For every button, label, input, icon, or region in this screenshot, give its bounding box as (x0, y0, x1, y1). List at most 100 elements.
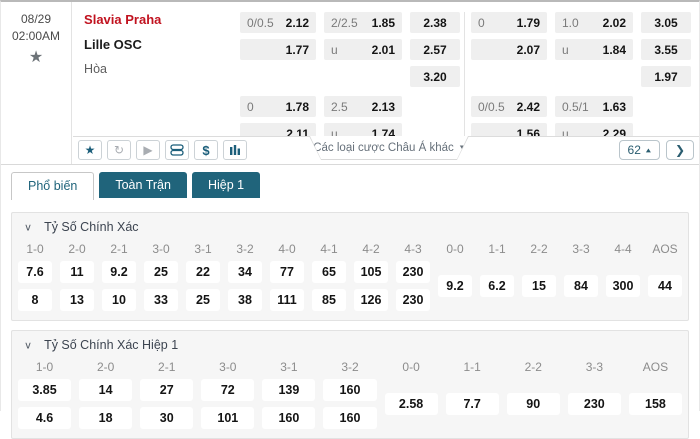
score-odds-cell[interactable]: 9.2 (102, 261, 136, 283)
odds-cell[interactable]: u 1.84 (555, 39, 633, 60)
score-odds-cell[interactable]: 34 (228, 261, 262, 283)
score-column-label: 3-0 (219, 360, 237, 374)
score-odds-cell[interactable]: 101 (201, 407, 255, 429)
score-odds-cell[interactable]: 22 (186, 261, 220, 283)
play-button[interactable]: ▶ (136, 140, 160, 160)
odds-grid: 0 1.79 1.0 2.02 3.05 2.07 u 1.84 3.55 1.97 (471, 12, 699, 87)
odds-cell[interactable]: 2.5 2.13 (324, 96, 402, 117)
odds-cell[interactable]: 3.20 (410, 66, 460, 87)
score-odds-cell[interactable]: 77 (270, 261, 304, 283)
score-odds-cell[interactable]: 230 (567, 393, 621, 415)
score-odds-cell[interactable]: 9.2 (438, 275, 472, 297)
score-odds-cell[interactable]: 139 (262, 379, 316, 401)
score-odds-cell[interactable]: 90 (506, 393, 560, 415)
score-odds-cell[interactable]: 7.7 (445, 393, 499, 415)
score-odds-cell[interactable]: 7.6 (18, 261, 52, 283)
score-column-label: AOS (642, 360, 669, 374)
odds-cell[interactable]: 1.77 (240, 39, 316, 60)
score-odds-cell[interactable]: 14 (79, 379, 133, 401)
tab-pho-bien[interactable]: Phổ biến (11, 172, 95, 200)
collapse-chevron-icon[interactable]: ∨ (24, 222, 33, 233)
match-action-icons: ★ ↻ ▶ $ (78, 140, 247, 160)
score-odds-cell[interactable]: 230 (396, 289, 430, 311)
score-odds-cell[interactable]: 15 (522, 275, 556, 297)
odds-cell[interactable]: 2/2.5 1.85 (324, 12, 402, 33)
score-odds-cell[interactable]: 160 (262, 407, 316, 429)
odds-cell[interactable]: 0/0.5 2.12 (240, 12, 316, 33)
score-odds-cell[interactable]: 44 (648, 275, 682, 297)
score-odds-cell[interactable]: 25 (186, 289, 220, 311)
score-middle-part: 9.2 6.2 15 84 300 44 (434, 258, 686, 314)
score-odds-cell[interactable]: 11 (60, 261, 94, 283)
score-odds-cell[interactable]: 105 (354, 261, 388, 283)
odds-value: 2.38 (423, 15, 447, 30)
score-odds-cell[interactable]: 6.2 (480, 275, 514, 297)
score-odds-cell[interactable]: 33 (144, 289, 178, 311)
score-odds-cell[interactable]: 72 (201, 379, 255, 401)
score-odds-cell[interactable]: 300 (606, 275, 640, 297)
odds-cell[interactable]: u 2.01 (324, 39, 402, 60)
score-odds-cell[interactable]: 230 (396, 261, 430, 283)
score-odds-cell[interactable]: 38 (228, 289, 262, 311)
stats-button[interactable] (223, 140, 247, 160)
markets-count-button[interactable]: 62 ▴ (618, 140, 660, 160)
odds-cell[interactable]: 1.97 (641, 66, 691, 87)
score-home-away-part: 3.85 14 27 72 139 160 4.6 18 30 101 160 160 (14, 376, 381, 432)
tab-hiep-1[interactable]: Hiệp 1 (191, 172, 261, 198)
match-toolbar: ★ ↻ ▶ $ (73, 136, 699, 164)
score-odds-cell[interactable]: 160 (323, 407, 377, 429)
score-odds-cell[interactable]: 18 (79, 407, 133, 429)
score-column-label: 3-2 (341, 360, 359, 374)
score-odds-cell[interactable]: 85 (312, 289, 346, 311)
score-sections: ∨ Tỷ Số Chính Xác 1-0 2-0 2-1 3-0 3-1 3-2 4-0 4-1… (1, 201, 699, 439)
dollar-button[interactable]: $ (194, 140, 218, 160)
odds-cell[interactable]: 2.07 (471, 39, 547, 60)
collapse-chevron-icon[interactable]: ∨ (24, 340, 33, 351)
score-odds-cell[interactable]: 8 (18, 289, 52, 311)
score-odds-cell[interactable]: 3.85 (18, 379, 72, 401)
score-odds-cell[interactable]: 4.6 (18, 407, 72, 429)
odds-cell[interactable]: 0 1.78 (240, 96, 316, 117)
score-odds-cell[interactable]: 160 (323, 379, 377, 401)
odds-cell[interactable]: 0/0.5 2.42 (471, 96, 547, 117)
odds-value: 1.79 (516, 15, 540, 30)
score-odds-cell[interactable]: 13 (60, 289, 94, 311)
stack-button[interactable] (165, 140, 189, 160)
handicap-label: u (331, 126, 338, 141)
refresh-button[interactable]: ↻ (107, 140, 131, 160)
odds-cell[interactable]: 3.05 (641, 12, 691, 33)
score-odds-cell[interactable]: 27 (140, 379, 194, 401)
score-odds-cell[interactable]: 30 (140, 407, 194, 429)
score-card: ∨ Tỷ Số Chính Xác Hiệp 1 1-0 2-0 2-1 3-0 3-1 3-… (11, 330, 689, 439)
odds-cell-empty (641, 96, 691, 117)
odds-cell[interactable]: 0.5/1 1.63 (555, 96, 633, 117)
odds-value: 1.97 (654, 69, 678, 84)
score-column-label: 3-1 (194, 242, 212, 256)
odds-cell[interactable]: 3.55 (641, 39, 691, 60)
score-odds-cell[interactable]: 111 (270, 289, 304, 311)
odds-value: 1.78 (285, 99, 309, 114)
tab-toan-tran[interactable]: Toàn Trận (99, 172, 187, 198)
odds-cell[interactable]: 2.57 (410, 39, 460, 60)
score-odds-cell[interactable]: 2.58 (384, 393, 438, 415)
score-odds-cell[interactable]: 10 (102, 289, 136, 311)
odds-value: 1.63 (602, 99, 626, 114)
match-datetime: 08/29 02:00AM ★ (1, 2, 73, 164)
odds-cell[interactable]: 0 1.79 (471, 12, 547, 33)
score-odds-cell[interactable]: 25 (144, 261, 178, 283)
favorite-star-icon[interactable]: ★ (28, 49, 44, 66)
score-odds-cell[interactable]: 158 (628, 393, 682, 415)
score-odds-cell[interactable]: 84 (564, 275, 598, 297)
next-button[interactable]: ❯ (665, 140, 694, 160)
score-odds-cell[interactable]: 65 (312, 261, 346, 283)
score-column-label: 3-0 (152, 242, 170, 256)
odds-cell[interactable]: 2.38 (410, 12, 460, 33)
match-row: 08/29 02:00AM ★ Slavia Praha Lille OSC H… (1, 2, 699, 165)
more-asian-bets-dropdown[interactable]: Các loại cược Châu Á khác ▾ (309, 136, 469, 160)
score-card-header: ∨ Tỷ Số Chính Xác Hiệp 1 (12, 331, 688, 356)
star-button[interactable]: ★ (78, 140, 102, 160)
main-odds-area: 0/0.5 2.12 2/2.5 1.85 2.38 1.77 u 2.01 2.57 3.20 0… (234, 2, 699, 164)
odds-cell[interactable]: 1.0 2.02 (555, 12, 633, 33)
score-odds-cell[interactable]: 126 (354, 289, 388, 311)
odds-value: 2.13 (371, 99, 395, 114)
